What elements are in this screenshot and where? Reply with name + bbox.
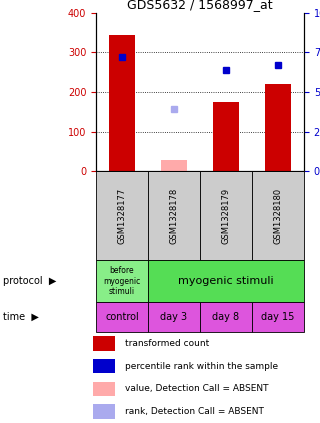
Text: day 15: day 15 [261, 312, 295, 322]
Bar [252, 171, 304, 260]
Bar [148, 171, 200, 260]
Text: GSM1328178: GSM1328178 [170, 188, 179, 244]
Text: day 3: day 3 [160, 312, 188, 322]
Text: GSM1328180: GSM1328180 [274, 188, 283, 244]
Bar [93, 404, 115, 419]
Text: GSM1328179: GSM1328179 [221, 188, 230, 244]
Text: GSM1328177: GSM1328177 [117, 188, 126, 244]
Text: value, Detection Call = ABSENT: value, Detection Call = ABSENT [125, 385, 268, 393]
Text: myogenic stimuli: myogenic stimuli [178, 276, 274, 286]
Text: transformed count: transformed count [125, 339, 209, 348]
Bar [96, 171, 148, 260]
Bar [96, 260, 148, 302]
Bar [200, 171, 252, 260]
Bar [213, 102, 239, 171]
Bar [200, 302, 252, 332]
Bar [265, 84, 291, 171]
Bar [93, 336, 115, 351]
Bar [161, 160, 187, 171]
Text: protocol  ▶: protocol ▶ [3, 276, 57, 286]
Bar [252, 302, 304, 332]
Bar [109, 35, 135, 171]
Text: time  ▶: time ▶ [3, 312, 39, 322]
Text: control: control [105, 312, 139, 322]
Bar [93, 382, 115, 396]
Bar [93, 359, 115, 374]
Text: rank, Detection Call = ABSENT: rank, Detection Call = ABSENT [125, 407, 264, 416]
Text: before
myogenic
stimuli: before myogenic stimuli [103, 266, 140, 296]
Title: GDS5632 / 1568997_at: GDS5632 / 1568997_at [127, 0, 273, 11]
Bar [148, 302, 200, 332]
Bar [96, 302, 148, 332]
Text: day 8: day 8 [212, 312, 240, 322]
Text: percentile rank within the sample: percentile rank within the sample [125, 362, 278, 371]
Bar [148, 260, 304, 302]
